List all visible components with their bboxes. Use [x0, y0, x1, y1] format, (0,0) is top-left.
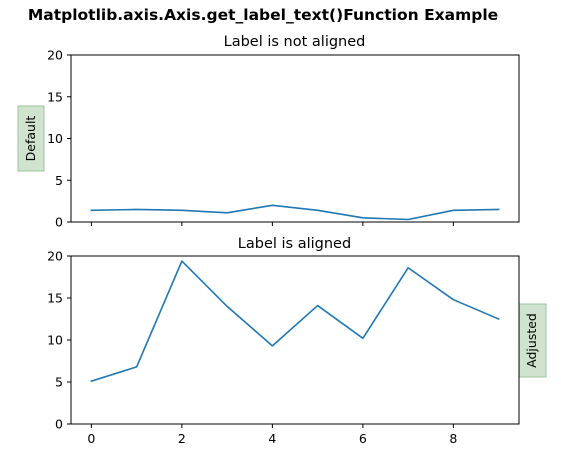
subplot-top-title: Label is not aligned — [224, 34, 366, 50]
subplot-top: Label is not aligned Default 0 5 10 15 20 — [17, 34, 520, 230]
subplot-top-ytick-label-5: 5 — [55, 173, 63, 188]
subplot-top-ylabel: Default — [17, 105, 45, 172]
subplot-bottom-xtick-label-4: 4 — [268, 431, 276, 446]
subplot-bottom-ytick-label-15: 15 — [47, 291, 63, 306]
subplot-bottom-ytick-label-10: 10 — [47, 333, 63, 348]
subplot-bottom-title: Label is aligned — [238, 236, 351, 252]
subplot-top-ylabel-text: Default — [23, 116, 38, 162]
subplot-bottom-xtick-label-8: 8 — [449, 431, 457, 446]
subplot-bottom-xtick-label-6: 6 — [359, 431, 367, 446]
subplot-bottom-xtick-label-2: 2 — [178, 431, 186, 446]
subplot-top-frame — [70, 54, 520, 223]
subplot-top-ytick-label-10: 10 — [47, 131, 63, 146]
subplot-top-series-line-0 — [90, 204, 500, 221]
subplot-bottom-series-line-0 — [90, 260, 500, 383]
subplot-bottom-ytick-label-5: 5 — [55, 375, 63, 390]
subplot-top-ytick-label-15: 15 — [47, 89, 63, 104]
subplot-bottom-xtick-label-0: 0 — [87, 431, 95, 446]
subplot-bottom: Label is aligned Adjusted 0 5 10 15 20 0 2 4 6 8 — [47, 236, 547, 446]
subplot-top-ytick-label-20: 20 — [47, 48, 63, 63]
subplot-top-ylabel-box — [17, 105, 45, 172]
subplot-bottom-ytick-label-20: 20 — [47, 249, 63, 264]
subplot-bottom-ylabel: Adjusted — [518, 303, 547, 378]
subplot-bottom-frame — [70, 255, 520, 425]
figure-suptitle: Matplotlib.axis.Axis.get_label_text()Fun… — [28, 6, 498, 24]
subplot-top-ytick-label-0: 0 — [55, 215, 63, 230]
subplot-bottom-ytick-label-0: 0 — [55, 417, 63, 432]
subplot-bottom-ylabel-text: Adjusted — [524, 313, 539, 368]
